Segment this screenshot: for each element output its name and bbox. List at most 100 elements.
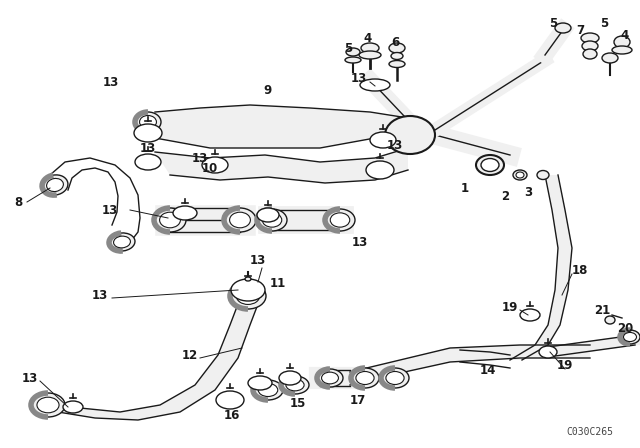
Text: 13: 13 xyxy=(22,371,38,384)
Ellipse shape xyxy=(537,171,549,180)
Text: 8: 8 xyxy=(14,195,22,208)
Ellipse shape xyxy=(173,206,197,220)
Ellipse shape xyxy=(582,41,598,51)
Ellipse shape xyxy=(346,48,360,56)
Ellipse shape xyxy=(257,209,287,231)
Polygon shape xyxy=(155,148,408,183)
Text: 11: 11 xyxy=(270,276,286,289)
Text: 10: 10 xyxy=(202,161,218,175)
Ellipse shape xyxy=(109,233,135,251)
Text: 19: 19 xyxy=(557,358,573,371)
Text: 9: 9 xyxy=(264,83,272,96)
Ellipse shape xyxy=(539,346,557,358)
Ellipse shape xyxy=(620,330,640,344)
Text: 15: 15 xyxy=(290,396,306,409)
Ellipse shape xyxy=(230,212,250,228)
Ellipse shape xyxy=(520,309,540,321)
Ellipse shape xyxy=(216,391,244,409)
Ellipse shape xyxy=(159,212,180,228)
Polygon shape xyxy=(510,175,572,360)
Polygon shape xyxy=(45,304,258,420)
Ellipse shape xyxy=(360,79,390,91)
Ellipse shape xyxy=(366,161,394,179)
Ellipse shape xyxy=(370,132,396,148)
Text: 13: 13 xyxy=(103,76,119,89)
Text: 20: 20 xyxy=(617,322,633,335)
Ellipse shape xyxy=(134,124,162,142)
Text: 1: 1 xyxy=(461,181,469,194)
Ellipse shape xyxy=(612,46,632,54)
Ellipse shape xyxy=(113,236,131,248)
Text: 13: 13 xyxy=(352,236,368,249)
Ellipse shape xyxy=(476,155,504,175)
Ellipse shape xyxy=(231,279,265,301)
Polygon shape xyxy=(350,345,590,385)
Ellipse shape xyxy=(286,379,304,391)
Text: 13: 13 xyxy=(92,289,108,302)
Text: 7: 7 xyxy=(576,23,584,36)
Text: 4: 4 xyxy=(621,29,629,42)
Ellipse shape xyxy=(236,288,260,305)
Ellipse shape xyxy=(47,178,63,192)
Ellipse shape xyxy=(581,33,599,43)
Ellipse shape xyxy=(325,209,355,231)
Ellipse shape xyxy=(481,159,499,172)
Ellipse shape xyxy=(279,371,301,385)
Text: 5: 5 xyxy=(549,17,557,30)
Ellipse shape xyxy=(389,60,405,68)
Ellipse shape xyxy=(351,368,379,388)
Ellipse shape xyxy=(248,376,272,390)
Ellipse shape xyxy=(257,208,279,222)
Ellipse shape xyxy=(605,316,615,324)
Ellipse shape xyxy=(555,23,571,33)
Ellipse shape xyxy=(154,208,186,232)
Ellipse shape xyxy=(602,53,618,63)
Text: C030C265: C030C265 xyxy=(566,427,614,437)
Ellipse shape xyxy=(31,393,65,417)
Ellipse shape xyxy=(385,116,435,154)
Text: 17: 17 xyxy=(350,393,366,406)
Text: 21: 21 xyxy=(594,303,610,316)
Text: 5: 5 xyxy=(600,17,608,30)
Ellipse shape xyxy=(330,213,349,227)
Text: 13: 13 xyxy=(140,142,156,155)
Text: 6: 6 xyxy=(391,35,399,48)
Ellipse shape xyxy=(63,401,83,413)
Ellipse shape xyxy=(356,371,374,384)
Ellipse shape xyxy=(386,371,404,384)
Text: 13: 13 xyxy=(250,254,266,267)
Ellipse shape xyxy=(42,175,68,195)
Ellipse shape xyxy=(230,283,266,309)
Ellipse shape xyxy=(202,157,228,173)
Text: 18: 18 xyxy=(572,263,588,276)
Text: 13: 13 xyxy=(387,138,403,151)
Ellipse shape xyxy=(321,372,339,384)
Ellipse shape xyxy=(583,49,597,59)
Text: 5: 5 xyxy=(344,42,352,55)
Ellipse shape xyxy=(516,172,524,178)
Text: 14: 14 xyxy=(480,363,496,376)
Ellipse shape xyxy=(614,36,630,48)
Ellipse shape xyxy=(359,51,381,59)
Ellipse shape xyxy=(623,332,637,341)
Ellipse shape xyxy=(361,43,379,53)
Ellipse shape xyxy=(513,170,527,180)
Ellipse shape xyxy=(37,397,59,413)
Ellipse shape xyxy=(381,368,409,388)
Text: 3: 3 xyxy=(524,185,532,198)
Text: 13: 13 xyxy=(351,72,367,85)
Ellipse shape xyxy=(281,376,309,394)
Text: 19: 19 xyxy=(502,301,518,314)
Text: 13: 13 xyxy=(102,203,118,216)
Ellipse shape xyxy=(135,112,161,132)
Text: 2: 2 xyxy=(501,190,509,202)
Ellipse shape xyxy=(391,52,403,60)
Ellipse shape xyxy=(224,208,256,232)
Ellipse shape xyxy=(317,369,343,387)
Ellipse shape xyxy=(140,116,156,129)
Ellipse shape xyxy=(345,57,361,63)
Polygon shape xyxy=(155,105,408,148)
Ellipse shape xyxy=(245,277,251,281)
Ellipse shape xyxy=(253,380,283,400)
Ellipse shape xyxy=(135,154,161,170)
